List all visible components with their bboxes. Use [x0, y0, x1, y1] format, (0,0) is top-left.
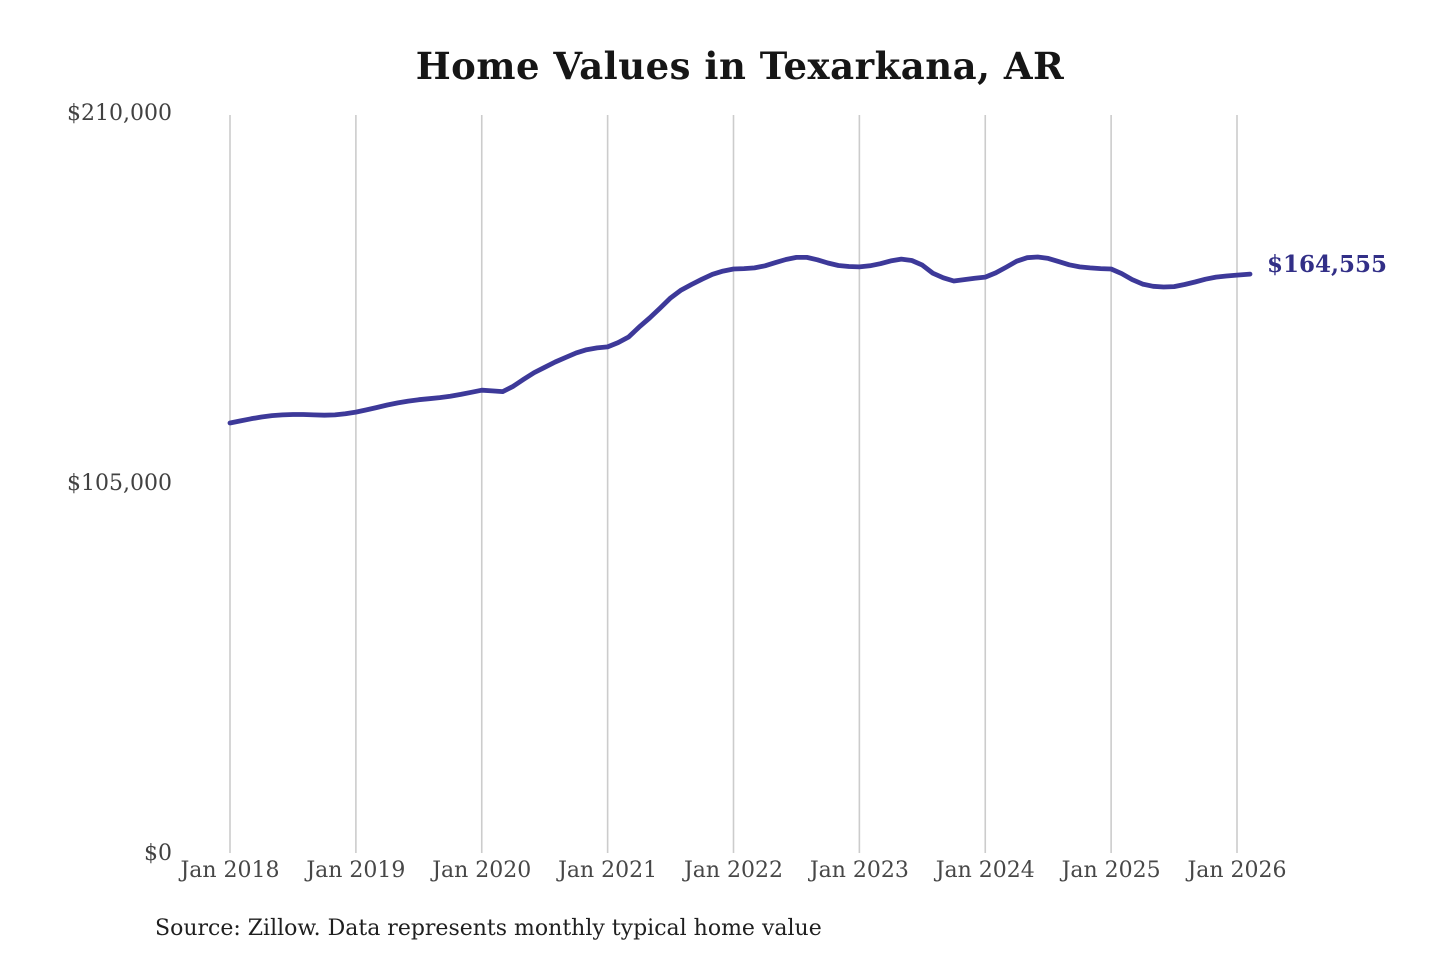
x-axis-tick-label: Jan 2020: [432, 858, 532, 883]
home-value-line: [227, 254, 1253, 426]
x-axis-tick-label: Jan 2021: [558, 858, 658, 883]
x-axis-tick-label: Jan 2025: [1061, 858, 1161, 883]
y-axis-tick-label: $0: [144, 841, 172, 866]
y-axis-tick-label: $210,000: [67, 101, 172, 126]
x-axis-tick-label: Jan 2026: [1187, 858, 1287, 883]
x-axis-tick-label: Jan 2023: [809, 858, 909, 883]
latest-value-label: $164,555: [1267, 251, 1388, 279]
x-axis-tick-label: Jan 2019: [306, 858, 406, 883]
x-axis-tick-label: Jan 2024: [935, 858, 1035, 883]
chart-title: Home Values in Texarkana, AR: [415, 44, 1065, 88]
source-note: Source: Zillow. Data represents monthly …: [155, 916, 822, 941]
y-axis-tick-label: $105,000: [67, 471, 172, 496]
x-axis-tick-label: Jan 2018: [180, 858, 280, 883]
x-axis-tick-label: Jan 2022: [683, 858, 784, 883]
